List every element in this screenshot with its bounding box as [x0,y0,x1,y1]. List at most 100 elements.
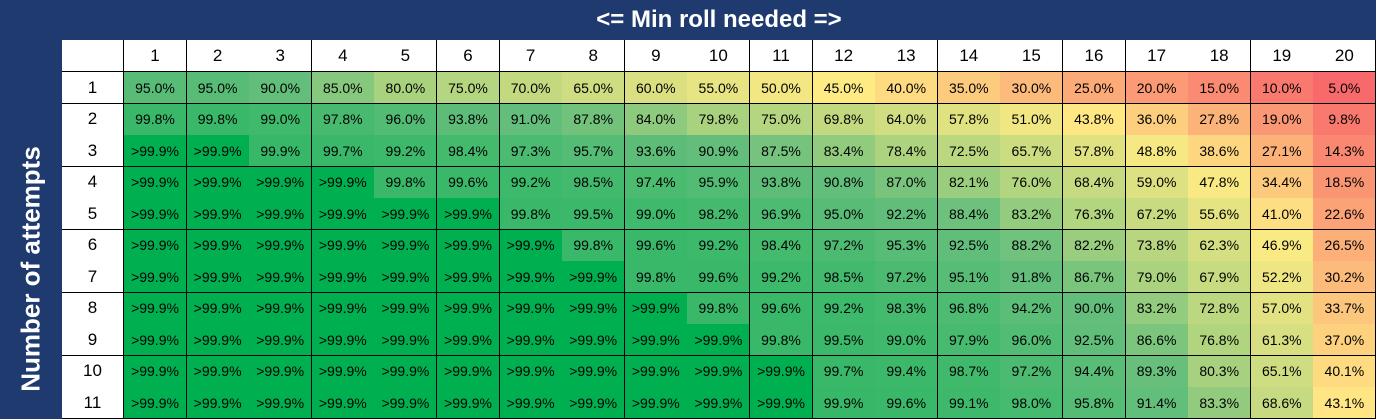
heatmap-cell: 65.7% [1000,135,1064,168]
heatmap-cell: 99.8% [499,198,563,231]
heatmap-cell: 67.2% [1125,198,1189,231]
heatmap-cell: >99.9% [562,324,626,357]
heatmap-cell: 93.8% [750,166,813,199]
heatmap-cell: 80.3% [1188,355,1252,388]
heatmap-cell: 99.8% [124,103,187,136]
heatmap-cell: >99.9% [186,229,250,262]
heatmap-cell: >99.9% [374,292,438,325]
row-axis-title: Number of attempts [15,146,46,392]
column-header-6: 6 [437,40,500,72]
heatmap-cell: 99.8% [186,103,250,136]
heatmap-cell: 97.4% [624,166,688,199]
heatmap-cell: 92.2% [875,198,939,231]
heatmap-cell: 83.4% [812,135,876,168]
heatmap-cell: >99.9% [311,198,375,231]
heatmap-cell: 96.9% [750,198,813,231]
heatmap-cell: >99.9% [124,324,187,357]
row-header-2: 2 [62,103,124,136]
heatmap-cell: 18.5% [1313,166,1376,199]
heatmap-cell: >99.9% [750,387,813,419]
heatmap-cell: >99.9% [124,229,187,262]
heatmap-cell: 83.2% [1000,198,1064,231]
heatmap-cell: 40.0% [875,72,939,104]
heatmap-cell: 98.3% [875,292,939,325]
heatmap-cell: 79.0% [1125,261,1189,294]
heatmap-cell: >99.9% [186,135,250,168]
column-header-20: 20 [1313,40,1376,72]
column-header-8: 8 [562,40,626,72]
heatmap-cell: 99.6% [687,261,751,294]
heatmap-cell: >99.9% [311,355,375,388]
heatmap-cell: 99.2% [374,135,438,168]
heatmap-cell: 99.0% [624,198,688,231]
heatmap-cell: 88.2% [1000,229,1064,262]
heatmap-cell: 99.8% [374,166,438,199]
row-header-3: 3 [62,135,124,168]
row-header-7: 7 [62,261,124,294]
heatmap-cell: 84.0% [624,103,688,136]
heatmap-cell: 33.7% [1313,292,1376,325]
heatmap-cell: 20.0% [1125,72,1189,104]
column-header-3: 3 [249,40,313,72]
heatmap-cell: 22.6% [1313,198,1376,231]
corner-cell [0,0,62,40]
heatmap-cell: >99.9% [124,292,187,325]
heatmap-cell: >99.9% [124,387,187,419]
heatmap-cell: 68.4% [1063,166,1126,199]
heatmap-cell: 75.0% [437,72,500,104]
heatmap-cell: >99.9% [624,324,688,357]
heatmap-cell: 88.4% [937,198,1001,231]
heatmap-cell: 27.1% [1250,135,1314,168]
heatmap-cell: >99.9% [124,261,187,294]
heatmap-cell: 9.8% [1313,103,1376,136]
column-header-2: 2 [186,40,250,72]
heatmap-cell: >99.9% [311,166,375,199]
heatmap-cell: 35.0% [937,72,1001,104]
heatmap-cell: 87.5% [750,135,813,168]
heatmap-cell: 83.3% [1188,387,1252,419]
heatmap-cell: >99.9% [437,198,500,231]
row-header-11: 11 [62,387,124,419]
heatmap-cell: 30.0% [1000,72,1064,104]
column-header-18: 18 [1188,40,1252,72]
heatmap-cell: 99.6% [624,229,688,262]
heatmap-cell: 93.6% [624,135,688,168]
column-header-12: 12 [812,40,876,72]
heatmap-cell: 61.3% [1250,324,1314,357]
heatmap-cell: 94.4% [1063,355,1126,388]
column-header-10: 10 [687,40,751,72]
heatmap-cell: >99.9% [374,198,438,231]
heatmap-cell: >99.9% [437,355,500,388]
heatmap-cell: 99.7% [311,135,375,168]
heatmap-cell: 99.8% [687,292,751,325]
row-header-1: 1 [62,72,124,104]
heatmap-cell: 95.3% [875,229,939,262]
heatmap-cell: 98.0% [1000,387,1064,419]
heatmap-cell: 98.4% [750,229,813,262]
row-header-8: 8 [62,292,124,325]
heatmap-cell: >99.9% [624,292,688,325]
probability-heatmap: 1 2 3 4 5 6 7 8 9 10 11 12 13 14 15 16 17 18 19 20 1 95.0% 95.… [62,40,1376,419]
heatmap-cell: >99.9% [562,355,626,388]
heatmap-cell: >99.9% [249,229,313,262]
heatmap-cell: >99.9% [311,292,375,325]
heatmap-cell: 57.8% [937,103,1001,136]
heatmap-cell: >99.9% [562,292,626,325]
heatmap-cell: 14.3% [1313,135,1376,168]
heatmap-cell: 98.4% [437,135,500,168]
heatmap-cell: >99.9% [186,292,250,325]
heatmap-cell: >99.9% [374,261,438,294]
heatmap-cell: >99.9% [311,229,375,262]
heatmap-cell: >99.9% [186,355,250,388]
heatmap-cell: >99.9% [124,135,187,168]
heatmap-cell: 50.0% [750,72,813,104]
heatmap-cell: 90.0% [1063,292,1126,325]
heatmap-cell: 99.1% [937,387,1001,419]
heatmap-cell: >99.9% [562,387,626,419]
heatmap-cell: 92.5% [1063,324,1126,357]
heatmap-cell: >99.9% [562,261,626,294]
heatmap-cell: 73.8% [1125,229,1189,262]
heatmap-cell: 40.1% [1313,355,1376,388]
heatmap-cell: 72.5% [937,135,1001,168]
